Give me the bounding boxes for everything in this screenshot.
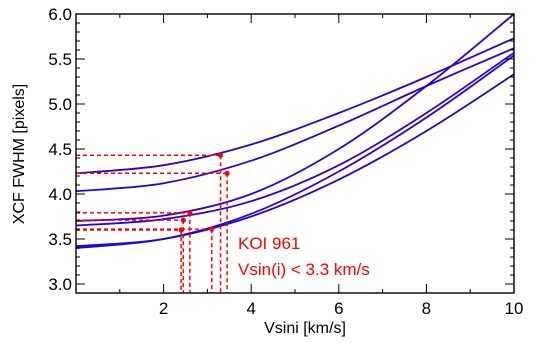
measurement-guides <box>76 152 230 293</box>
series-line-2 <box>75 47 515 193</box>
annotation-vsini-limit: Vsin(i) < 3.3 km/s <box>238 260 370 279</box>
x-tick-label: 6 <box>334 299 343 318</box>
x-tick-label: 4 <box>246 299 255 318</box>
y-tick-label: 6.0 <box>48 5 72 24</box>
y-tick-label: 5.0 <box>48 95 72 114</box>
y-tick-label: 3.5 <box>48 230 72 249</box>
series-line-4 <box>75 51 515 227</box>
measurement-point-6 <box>178 227 184 233</box>
measurement-point-3 <box>187 210 193 216</box>
y-tick-label: 3.0 <box>48 275 72 294</box>
series-line-6 <box>75 73 515 248</box>
measurement-point-5 <box>209 226 215 232</box>
series-line-5 <box>75 54 515 249</box>
series-line-1 <box>75 37 515 175</box>
y-tick-label: 4.0 <box>48 185 72 204</box>
tick-labels: 2 4 6 8 10 3.0 3.5 4.0 4.5 5.0 5.5 6.0 <box>48 5 523 318</box>
x-tick-label: 8 <box>422 299 431 318</box>
x-tick-label: 2 <box>159 299 168 318</box>
axis-ticks <box>76 13 515 293</box>
measurement-point-2 <box>224 170 230 176</box>
y-axis-label: XCF FWHM [pixels] <box>11 84 28 224</box>
y-tick-label: 4.5 <box>48 140 72 159</box>
series-line-3 <box>75 13 515 222</box>
measurement-point-1 <box>217 152 224 158</box>
series-lines <box>75 13 515 249</box>
measurement-point-4 <box>180 217 186 223</box>
annotation-target: KOI 961 <box>238 234 300 253</box>
y-tick-label: 5.5 <box>48 50 72 69</box>
x-axis-label: Vsini [km/s] <box>264 320 346 337</box>
x-tick-label: 10 <box>505 299 524 318</box>
